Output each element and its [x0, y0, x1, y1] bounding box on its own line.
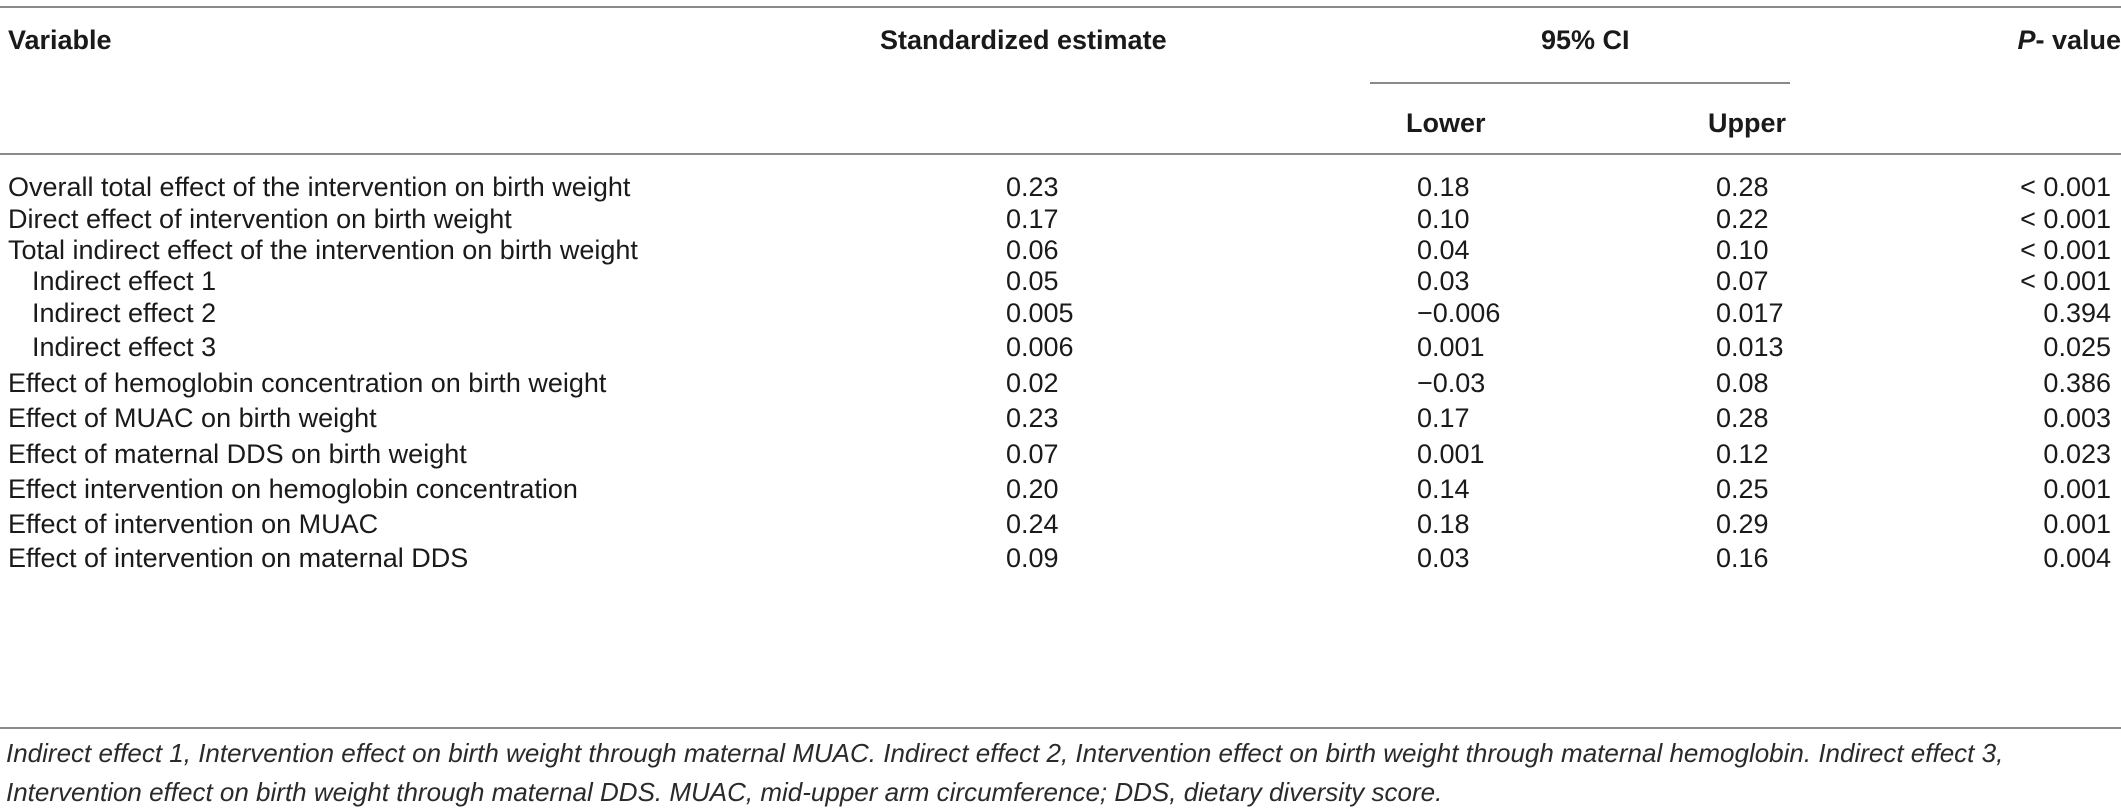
cell-estimate: 0.23: [1006, 172, 1059, 202]
cell-p-value: 0.394: [2043, 298, 2111, 328]
table-row: Direct effect of intervention on birth w…: [0, 199, 2121, 239]
cell-ci-upper: 0.28: [1716, 172, 1769, 202]
cell-ci-lower: 0.10: [1417, 204, 1470, 234]
cell-ci-upper: 0.22: [1716, 204, 1769, 234]
header-upper: Upper: [1708, 108, 1787, 138]
header-standardized-estimate: Standardized estimate: [880, 25, 1167, 55]
cell-ci-lower: 0.001: [1417, 332, 1485, 362]
cell-ci-lower: 0.18: [1417, 172, 1470, 202]
cell-ci-upper: 0.017: [1716, 298, 1784, 328]
cell-p-value: < 0.001: [2020, 235, 2111, 265]
cell-estimate: 0.20: [1006, 474, 1059, 504]
cell-estimate: 0.23: [1006, 403, 1059, 433]
cell-estimate: 0.24: [1006, 509, 1059, 539]
table-row: Indirect effect 3 0.006 0.001 0.013 0.025: [0, 327, 2121, 367]
cell-variable: Effect of MUAC on birth weight: [8, 403, 377, 433]
cell-ci-lower: −0.006: [1417, 298, 1501, 328]
cell-variable: Direct effect of intervention on birth w…: [8, 204, 512, 234]
cell-ci-lower: 0.03: [1417, 543, 1470, 573]
cell-p-value: 0.386: [2043, 368, 2111, 398]
cell-variable: Effect of maternal DDS on birth weight: [8, 439, 467, 469]
table-top-rule: [0, 6, 2121, 8]
header-lower: Lower: [1406, 108, 1486, 138]
cell-ci-upper: 0.013: [1716, 332, 1784, 362]
cell-ci-upper: 0.10: [1716, 235, 1769, 265]
cell-variable: Indirect effect 3: [32, 332, 217, 362]
table-bottom-rule: [0, 727, 2121, 729]
cell-ci-lower: 0.04: [1417, 235, 1470, 265]
cell-estimate: 0.17: [1006, 204, 1059, 234]
cell-ci-upper: 0.25: [1716, 474, 1769, 504]
cell-variable: Indirect effect 2: [32, 298, 217, 328]
cell-variable: Effect of intervention on MUAC: [8, 509, 379, 539]
cell-ci-lower: 0.001: [1417, 439, 1485, 469]
cell-ci-lower: 0.03: [1417, 266, 1470, 296]
table-row: Effect of maternal DDS on birth weight 0.…: [0, 434, 2121, 474]
table-row: Effect of hemoglobin concentration on bi…: [0, 363, 2121, 403]
table-row: Total indirect effect of the interventio…: [0, 230, 2121, 270]
cell-ci-upper: 0.12: [1716, 439, 1769, 469]
cell-variable: Indirect effect 1: [32, 266, 217, 296]
table-row: Effect intervention on hemoglobin concen…: [0, 469, 2121, 509]
cell-variable: Effect of intervention on maternal DDS: [8, 543, 469, 573]
table-header-rule: [0, 153, 2121, 155]
cell-estimate: 0.09: [1006, 543, 1059, 573]
header-variable: Variable: [8, 25, 112, 55]
table-row: Effect of intervention on maternal DDS 0.…: [0, 538, 2121, 578]
cell-p-value: < 0.001: [2020, 266, 2111, 296]
cell-ci-upper: 0.29: [1716, 509, 1769, 539]
cell-ci-lower: 0.18: [1417, 509, 1470, 539]
header-p-value: P- value: [2017, 24, 2121, 56]
cell-variable: Overall total effect of the intervention…: [8, 172, 631, 202]
cell-p-value: 0.025: [2043, 332, 2111, 362]
cell-variable: Effect of hemoglobin concentration on bi…: [8, 368, 607, 398]
table-footnote: Indirect effect 1, Intervention effect o…: [6, 738, 2004, 807]
table-row: Effect of MUAC on birth weight 0.23 0.17 0.…: [0, 398, 2121, 438]
table-row: Indirect effect 2 0.005 −0.006 0.017 0.394: [0, 293, 2121, 333]
cell-estimate: 0.006: [1006, 332, 1074, 362]
table-row: Effect of intervention on MUAC 0.24 0.18 0.…: [0, 504, 2121, 544]
cell-p-value: 0.023: [2043, 439, 2111, 469]
header-p-italic: P: [2017, 25, 2036, 55]
cell-p-value: 0.003: [2043, 403, 2111, 433]
ci-subheader-rule: [1370, 82, 1790, 84]
cell-ci-lower: 0.14: [1417, 474, 1470, 504]
cell-estimate: 0.07: [1006, 439, 1059, 469]
cell-p-value: 0.004: [2043, 543, 2111, 573]
cell-ci-lower: −0.03: [1417, 368, 1486, 398]
cell-ci-upper: 0.07: [1716, 266, 1769, 296]
cell-p-value: 0.001: [2043, 509, 2111, 539]
cell-estimate: 0.02: [1006, 368, 1059, 398]
cell-p-value: < 0.001: [2020, 204, 2111, 234]
cell-ci-upper: 0.16: [1716, 543, 1769, 573]
cell-estimate: 0.005: [1006, 298, 1074, 328]
header-p-rest: - value: [2035, 25, 2121, 55]
cell-p-value: 0.001: [2043, 474, 2111, 504]
table-row: Indirect effect 1 0.05 0.03 0.07 < 0.001: [0, 261, 2121, 301]
cell-ci-upper: 0.08: [1716, 368, 1769, 398]
cell-ci-upper: 0.28: [1716, 403, 1769, 433]
cell-estimate: 0.06: [1006, 235, 1059, 265]
cell-ci-lower: 0.17: [1417, 403, 1470, 433]
cell-estimate: 0.05: [1006, 266, 1059, 296]
cell-variable: Effect intervention on hemoglobin concen…: [8, 474, 578, 504]
cell-variable: Total indirect effect of the interventio…: [8, 235, 638, 265]
cell-p-value: < 0.001: [2020, 172, 2111, 202]
header-95-ci: 95% CI: [1541, 25, 1630, 55]
table-row: Overall total effect of the intervention…: [0, 167, 2121, 207]
